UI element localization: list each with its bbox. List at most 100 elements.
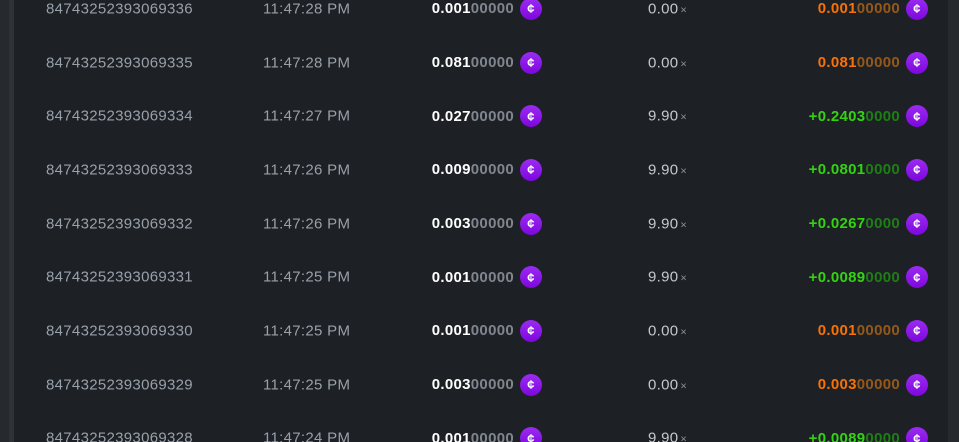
bet-amount-value: 0.00900000 xyxy=(431,161,514,179)
bet-time: 11:47:25 PM xyxy=(263,322,351,340)
bet-id: 84743252393069332 xyxy=(46,215,193,233)
cent-coin-icon: ¢ xyxy=(520,105,542,128)
payout-amount: 0.00100000 ¢ xyxy=(818,0,928,20)
bet-amount: 0.00100000 ¢ xyxy=(431,266,542,289)
bet-id: 84743252393069334 xyxy=(46,107,193,125)
multiplier: 9.90 × xyxy=(648,108,687,125)
bet-amount-value: 0.02700000 xyxy=(431,107,514,125)
bet-id: 84743252393069336 xyxy=(46,0,193,18)
bet-time: 11:47:25 PM xyxy=(263,376,351,394)
bet-amount: 0.08100000 ¢ xyxy=(431,51,542,74)
times-symbol: × xyxy=(680,433,688,442)
bet-time: 11:47:28 PM xyxy=(263,0,351,18)
cent-coin-icon: ¢ xyxy=(906,0,928,20)
cent-coin-icon: ¢ xyxy=(520,266,542,289)
bet-amount-value: 0.08100000 xyxy=(431,54,514,72)
table-row[interactable]: 84743252393069334 11:47:27 PM 0.02700000… xyxy=(14,89,948,143)
bet-time: 11:47:24 PM xyxy=(263,429,351,442)
multiplier: 9.90 × xyxy=(648,430,687,442)
cent-coin-icon: ¢ xyxy=(520,0,542,20)
multiplier-value: 0.00 xyxy=(648,376,679,394)
bet-amount: 0.02700000 ¢ xyxy=(431,105,542,128)
multiplier-value: 9.90 xyxy=(648,107,679,125)
bet-history-table: 84743252393069336 11:47:28 PM 0.00100000… xyxy=(14,0,948,442)
cent-coin-icon: ¢ xyxy=(520,212,542,235)
table-row[interactable]: 84743252393069328 11:47:24 PM 0.00100000… xyxy=(14,412,948,442)
payout-amount: +0.00890000 ¢ xyxy=(809,427,928,442)
times-symbol: × xyxy=(680,380,688,393)
bet-id: 84743252393069328 xyxy=(46,429,193,442)
table-row[interactable]: 84743252393069333 11:47:26 PM 0.00900000… xyxy=(14,143,948,197)
bet-time: 11:47:25 PM xyxy=(263,268,351,286)
times-symbol: × xyxy=(680,326,688,339)
bet-amount: 0.00100000 ¢ xyxy=(432,427,542,442)
cent-coin-icon: ¢ xyxy=(906,51,928,74)
payout-amount-value: 0.00100000 xyxy=(817,322,900,340)
bet-time: 11:47:28 PM xyxy=(263,54,351,72)
bet-amount: 0.00100000 ¢ xyxy=(432,0,542,20)
bet-amount-value: 0.00100000 xyxy=(431,268,514,286)
multiplier: 0.00 × xyxy=(648,322,687,339)
table-row[interactable]: 84743252393069332 11:47:26 PM 0.00300000… xyxy=(14,197,948,251)
times-symbol: × xyxy=(680,219,688,232)
payout-amount-value: +0.00890000 xyxy=(808,268,900,286)
bet-history-rows: 84743252393069336 11:47:28 PM 0.00100000… xyxy=(14,0,948,442)
table-row[interactable]: 84743252393069329 11:47:25 PM 0.00300000… xyxy=(14,358,948,412)
multiplier-value: 0.00 xyxy=(648,322,679,340)
bet-amount-value: 0.00100000 xyxy=(431,322,514,340)
multiplier: 0.00 × xyxy=(648,0,687,17)
table-row[interactable]: 84743252393069331 11:47:25 PM 0.00100000… xyxy=(14,250,948,304)
table-row[interactable]: 84743252393069335 11:47:28 PM 0.08100000… xyxy=(14,36,948,90)
payout-amount: +0.24030000 ¢ xyxy=(808,105,928,128)
multiplier: 9.90 × xyxy=(648,215,687,232)
multiplier: 9.90 × xyxy=(648,161,687,178)
payout-amount: 0.00300000 ¢ xyxy=(817,373,928,396)
cent-coin-icon: ¢ xyxy=(520,373,542,396)
table-row[interactable]: 84743252393069336 11:47:28 PM 0.00100000… xyxy=(14,0,948,36)
payout-amount-value: 0.08100000 xyxy=(817,54,900,72)
cent-coin-icon: ¢ xyxy=(906,212,928,235)
cent-coin-icon: ¢ xyxy=(906,105,928,128)
payout-amount: +0.00890000 ¢ xyxy=(808,266,928,289)
payout-amount-value: +0.00890000 xyxy=(808,429,900,442)
multiplier-value: 9.90 xyxy=(648,268,679,286)
bet-time: 11:47:26 PM xyxy=(263,161,351,179)
bet-id: 84743252393069330 xyxy=(46,322,193,340)
payout-amount-value: +0.24030000 xyxy=(808,107,900,125)
cent-coin-icon: ¢ xyxy=(906,373,928,396)
multiplier: 9.90 × xyxy=(648,269,687,286)
payout-amount: +0.08010000 ¢ xyxy=(808,158,928,181)
times-symbol: × xyxy=(680,111,688,124)
bet-amount-value: 0.00100000 xyxy=(431,0,514,18)
payout-amount: 0.00100000 ¢ xyxy=(817,319,928,342)
cent-coin-icon: ¢ xyxy=(906,319,928,342)
times-symbol: × xyxy=(680,4,688,17)
cent-coin-icon: ¢ xyxy=(520,319,542,342)
payout-amount-value: 0.00100000 xyxy=(817,0,900,18)
cent-coin-icon: ¢ xyxy=(906,266,928,289)
multiplier: 0.00 × xyxy=(648,376,687,393)
payout-amount: +0.02670000 ¢ xyxy=(808,212,928,235)
multiplier: 0.00 × xyxy=(648,54,687,71)
bet-amount: 0.00300000 ¢ xyxy=(432,373,542,396)
bet-id: 84743252393069333 xyxy=(46,161,193,179)
bet-amount: 0.00900000 ¢ xyxy=(431,158,542,181)
bet-time: 11:47:27 PM xyxy=(263,107,351,125)
bet-time: 11:47:26 PM xyxy=(263,215,351,233)
times-symbol: × xyxy=(680,165,688,178)
multiplier-value: 9.90 xyxy=(648,161,679,179)
bet-id: 84743252393069331 xyxy=(46,268,193,286)
cent-coin-icon: ¢ xyxy=(520,427,542,442)
payout-amount: 0.08100000 ¢ xyxy=(817,51,928,74)
cent-coin-icon: ¢ xyxy=(520,158,542,181)
bet-amount-value: 0.00300000 xyxy=(431,215,514,233)
multiplier-value: 9.90 xyxy=(648,215,679,233)
times-symbol: × xyxy=(680,272,688,285)
times-symbol: × xyxy=(680,58,688,71)
panel-divider xyxy=(9,0,14,442)
table-row[interactable]: 84743252393069330 11:47:25 PM 0.00100000… xyxy=(14,304,948,358)
bet-amount: 0.00100000 ¢ xyxy=(431,319,542,342)
payout-amount-value: +0.02670000 xyxy=(808,215,900,233)
payout-amount-value: +0.08010000 xyxy=(808,161,900,179)
payout-amount-value: 0.00300000 xyxy=(817,376,900,394)
